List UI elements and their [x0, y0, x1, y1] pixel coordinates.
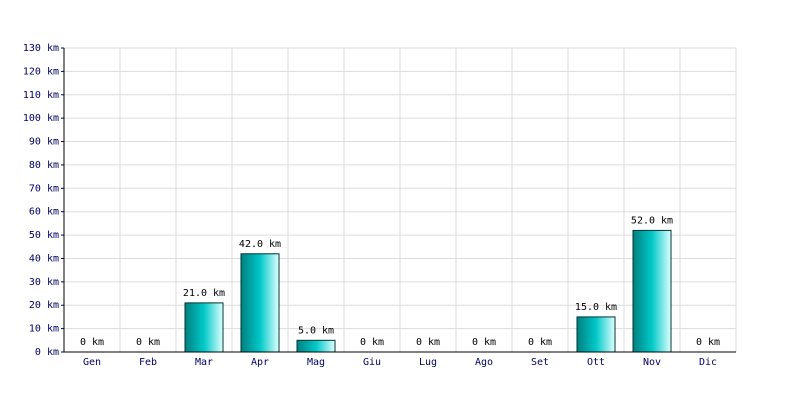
bar: [296, 339, 336, 353]
y-tick-label: 90 km: [29, 137, 59, 148]
y-tick-label: 40 km: [29, 253, 59, 264]
x-tick-label: Gen: [83, 357, 101, 368]
x-tick-label: Mar: [195, 357, 213, 368]
x-tick-label: Lug: [419, 357, 437, 368]
y-tick-label: 70 km: [29, 183, 59, 194]
y-tick-label: 120 km: [23, 66, 59, 77]
y-tick-label: 110 km: [23, 90, 59, 101]
value-label: 0 km: [696, 337, 720, 348]
y-tick-label: 0 km: [35, 347, 59, 358]
bar: [632, 229, 672, 353]
y-tick-label: 130 km: [23, 43, 59, 54]
value-label: 21.0 km: [183, 288, 225, 299]
y-tick-label: 10 km: [29, 324, 59, 335]
value-label: 0 km: [416, 337, 440, 348]
value-label: 0 km: [136, 337, 160, 348]
x-tick-label: Mag: [307, 357, 325, 368]
y-tick-label: 20 km: [29, 300, 59, 311]
x-tick-label: Feb: [139, 357, 157, 368]
bar: [184, 302, 224, 353]
y-tick-label: 100 km: [23, 113, 59, 124]
value-label: 52.0 km: [631, 215, 673, 226]
x-tick-label: Ott: [587, 357, 605, 368]
value-label: 0 km: [472, 337, 496, 348]
y-tick-label: 50 km: [29, 230, 59, 241]
x-tick-label: Giu: [363, 357, 381, 368]
value-label: 5.0 km: [298, 325, 334, 336]
x-tick-label: Dic: [699, 357, 717, 368]
value-label: 15.0 km: [575, 302, 617, 313]
y-tick-label: 80 km: [29, 160, 59, 171]
x-tick-label: Nov: [643, 357, 661, 368]
y-tick-label: 60 km: [29, 207, 59, 218]
bar: [240, 253, 280, 353]
value-label: 0 km: [528, 337, 552, 348]
value-label: 0 km: [80, 337, 104, 348]
value-label: 0 km: [360, 337, 384, 348]
x-tick-label: Set: [531, 357, 549, 368]
value-label: 42.0 km: [239, 239, 281, 250]
x-tick-label: Ago: [475, 357, 493, 368]
y-tick-label: 30 km: [29, 277, 59, 288]
x-tick-label: Apr: [251, 357, 269, 368]
bar: [576, 316, 616, 353]
